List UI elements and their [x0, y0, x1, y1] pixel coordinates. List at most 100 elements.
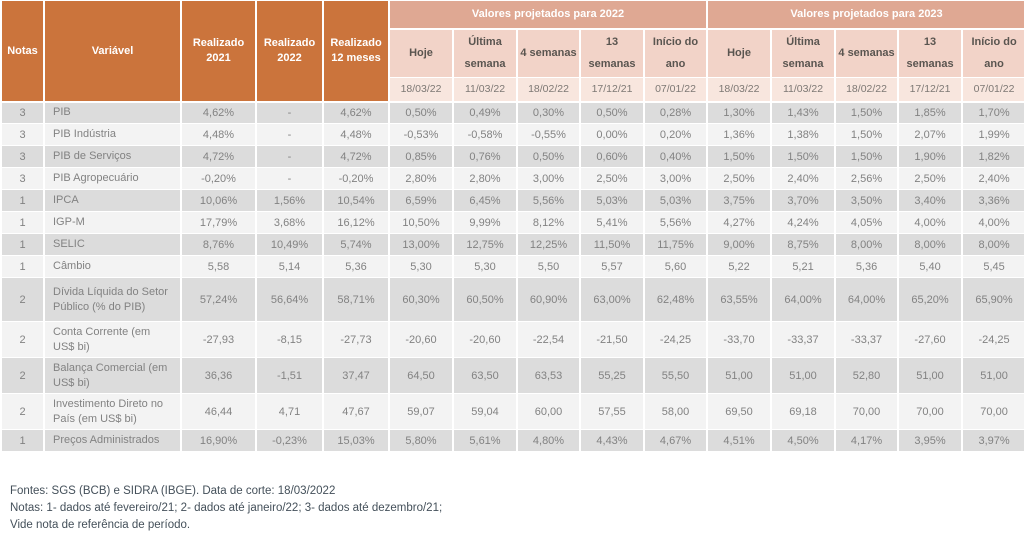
realizado-cell: 1,56% — [255, 189, 323, 212]
projection-2022-cell: 3,00% — [516, 167, 580, 190]
projection-2022-cell: 63,50 — [452, 357, 517, 394]
projection-2022-cell: 0,49% — [452, 101, 517, 124]
projection-2022-cell: 11,75% — [642, 233, 708, 256]
nota-cell: 1 — [0, 189, 44, 212]
projection-2022-cell: 57,55 — [579, 393, 644, 430]
projection-2023-cell: 2,07% — [897, 123, 963, 146]
projection-2022-cell: 5,61% — [452, 429, 517, 452]
projection-2023-cell: 69,18 — [770, 393, 836, 430]
column-header-variavel: Variável — [43, 0, 181, 103]
projection-2023-cell: 1,90% — [897, 145, 963, 168]
projection-2022-cell: 0,20% — [642, 123, 708, 146]
projection-2022-cell: 4,43% — [579, 429, 644, 452]
realizado-cell: -27,93 — [180, 321, 256, 358]
projection-2023-cell: 9,00% — [706, 233, 772, 256]
subcolumn-header: 13 semanas — [897, 28, 963, 78]
variavel-cell: Câmbio — [43, 255, 181, 278]
realizado-cell: 10,06% — [180, 189, 256, 212]
projection-2022-cell: 2,80% — [452, 167, 517, 190]
projection-2022-cell: -0,55% — [516, 123, 580, 146]
realizado-cell: -8,15 — [255, 321, 323, 358]
projection-2023-cell: 3,50% — [834, 189, 899, 212]
projection-2022-cell: 59,07 — [388, 393, 453, 430]
projection-2023-cell: 3,97% — [961, 429, 1024, 452]
subcolumn-header-row: Hoje Última semana 4 semanas 13 semanas Iníc… — [1, 28, 1024, 78]
projection-2022-cell: 0,30% — [516, 101, 580, 124]
projection-2022-cell: 60,00 — [516, 393, 580, 430]
realizado-cell: 16,90% — [180, 429, 256, 452]
projection-2022-cell: 0,00% — [579, 123, 644, 146]
projection-2022-cell: 13,00% — [388, 233, 453, 256]
subcolumn-header: Início do ano — [642, 28, 708, 78]
projection-2023-cell: 5,36 — [834, 255, 899, 278]
nota-cell: 1 — [0, 255, 44, 278]
realizado-cell: 5,14 — [255, 255, 323, 278]
realizado-cell: -0,20% — [322, 167, 389, 190]
realizado-cell: -1,51 — [255, 357, 323, 394]
projection-2022-cell: 5,57 — [579, 255, 644, 278]
realizado-cell: 4,48% — [322, 123, 389, 146]
projection-2022-cell: -0,58% — [452, 123, 517, 146]
projection-2023-cell: 8,00% — [897, 233, 963, 256]
realizado-cell: 4,72% — [322, 145, 389, 168]
projection-2022-cell: 5,80% — [388, 429, 453, 452]
table-footnotes: Fontes: SGS (BCB) e SIDRA (IBGE). Data d… — [10, 483, 442, 534]
projection-2023-cell: 64,00% — [770, 277, 836, 322]
projection-2022-cell: 5,03% — [642, 189, 708, 212]
projection-2023-cell: 1,85% — [897, 101, 963, 124]
date-cell: 11/03/22 — [452, 77, 517, 103]
table-row: 2 Investimento Direto no País (em US$ bi)… — [0, 393, 1024, 430]
projection-2023-cell: 4,50% — [770, 429, 836, 452]
projection-2023-cell: 1,99% — [961, 123, 1024, 146]
projection-2022-cell: 60,90% — [516, 277, 580, 322]
date-cell: 18/03/22 — [388, 77, 453, 103]
projection-2022-cell: 58,00 — [642, 393, 708, 430]
projection-2023-cell: -33,37 — [834, 321, 899, 358]
variavel-cell: SELIC — [43, 233, 181, 256]
projection-2022-cell: 12,25% — [516, 233, 580, 256]
projection-2022-cell: 5,56% — [642, 211, 708, 234]
projection-2023-cell: 1,50% — [770, 145, 836, 168]
projection-2022-cell: 0,50% — [516, 145, 580, 168]
projection-2023-cell: 4,27% — [706, 211, 772, 234]
table-row: 3 PIB Agropecuário -0,20% - -0,20% 2,80% 2,80%… — [0, 167, 1024, 190]
projection-2022-cell: 60,30% — [388, 277, 453, 322]
date-cell: 11/03/22 — [770, 77, 836, 103]
projection-2022-cell: -24,25 — [642, 321, 708, 358]
projection-2022-cell: 8,12% — [516, 211, 580, 234]
projection-2022-cell: 0,76% — [452, 145, 517, 168]
realizado-cell: 5,36 — [322, 255, 389, 278]
notes-line: Notas: 1- dados até fevereiro/21; 2- dad… — [10, 502, 443, 514]
projection-2022-cell: 6,59% — [388, 189, 453, 212]
projection-2023-cell: 3,75% — [706, 189, 772, 212]
realizado-cell: 57,24% — [180, 277, 256, 322]
projection-2023-cell: 1,82% — [961, 145, 1024, 168]
group-header-row: Notas Variável Realizado 2021 Realizado … — [0, 0, 1024, 103]
realizado-cell: 4,62% — [322, 101, 389, 124]
group-header-2022: Valores projetados para 2022 — [387, 0, 708, 30]
projection-2022-cell: 2,50% — [579, 167, 644, 190]
projection-2023-cell: 4,00% — [897, 211, 963, 234]
table-row: 3 PIB de Serviços 4,72% -4,72% 0,85% 0,76% 0,5… — [0, 145, 1024, 168]
projection-2022-cell: 4,67% — [642, 429, 708, 452]
table-row: 1 SELIC 8,76% 10,49% 5,74% 13,00% 12,75% 12,25%… — [0, 233, 1024, 256]
realizado-cell: - — [255, 101, 323, 124]
projection-2023-cell: 3,70% — [770, 189, 836, 212]
projection-2022-cell: 2,80% — [388, 167, 453, 190]
realizado-cell: 16,12% — [322, 211, 389, 234]
nota-cell: 1 — [0, 233, 44, 256]
realizado-cell: 37,47 — [322, 357, 389, 394]
projection-2022-cell: -20,60 — [452, 321, 517, 358]
subcolumn-header: Início do ano — [961, 28, 1024, 78]
projection-2023-cell: 5,40 — [897, 255, 963, 278]
projection-2023-cell: 4,00% — [961, 211, 1024, 234]
realizado-cell: 10,54% — [322, 189, 389, 212]
projection-2023-cell: 5,22 — [706, 255, 772, 278]
projection-2023-cell: -33,70 — [706, 321, 772, 358]
projection-2022-cell: 9,99% — [452, 211, 517, 234]
subcolumn-header: 4 semanas — [834, 28, 899, 78]
realizado-cell: 4,62% — [180, 101, 256, 124]
nota-cell: 3 — [0, 101, 44, 124]
column-header-realizado-2022: Realizado 2022 — [255, 0, 323, 103]
subcolumn-header: Hoje — [388, 28, 453, 78]
